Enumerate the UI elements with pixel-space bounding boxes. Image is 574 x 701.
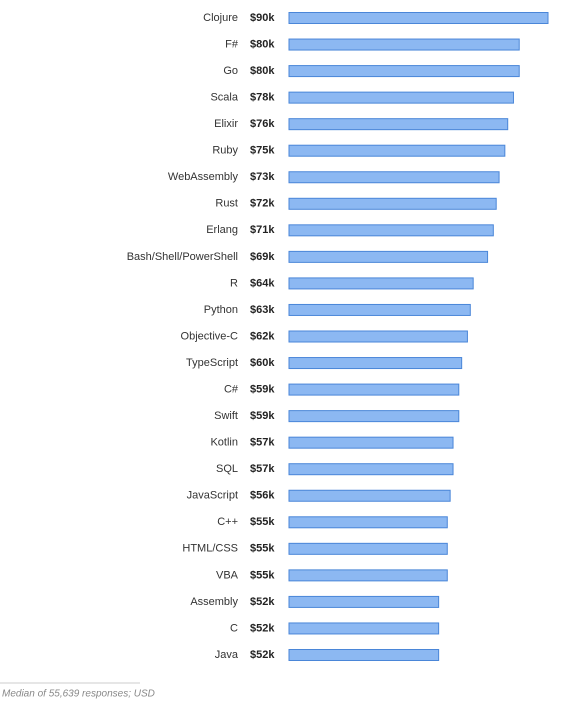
bar: [288, 330, 468, 343]
category-label: Objective-C: [181, 330, 239, 342]
category-label: WebAssembly: [168, 171, 239, 183]
category-label: C#: [224, 383, 239, 395]
value-label: $78k: [250, 92, 275, 104]
category-label: Scala: [210, 92, 238, 104]
category-label: Kotlin: [210, 437, 238, 449]
value-label: $71k: [250, 224, 275, 236]
value-label: $64k: [250, 277, 275, 289]
value-label: $80k: [250, 38, 275, 50]
category-label: C++: [217, 516, 238, 528]
value-label: $59k: [250, 383, 275, 395]
value-label: $52k: [250, 622, 275, 634]
category-label: Bash/Shell/PowerShell: [127, 251, 238, 263]
category-label: Ruby: [212, 145, 238, 157]
bar: [288, 357, 463, 370]
bar: [288, 516, 448, 529]
bar: [288, 649, 440, 661]
category-label: TypeScript: [186, 357, 238, 369]
bar: [288, 489, 451, 502]
value-label: $75k: [250, 145, 275, 157]
bar: [288, 436, 454, 449]
category-label: HTML/CSS: [182, 543, 238, 555]
category-label: R: [230, 277, 238, 289]
category-label: Swift: [214, 410, 238, 422]
bar: [288, 410, 460, 423]
value-label: $72k: [250, 198, 275, 210]
category-label: Java: [215, 649, 239, 661]
bar: [288, 595, 440, 608]
value-label: $90k: [250, 12, 275, 24]
bar: [288, 118, 509, 131]
value-label: $57k: [250, 437, 275, 449]
value-label: $59k: [250, 410, 275, 422]
bar: [288, 91, 514, 104]
value-label: $76k: [250, 118, 275, 130]
value-label: $57k: [250, 463, 275, 475]
value-label: $55k: [250, 569, 275, 581]
value-label: $52k: [250, 649, 275, 661]
category-label: F#: [225, 38, 239, 50]
category-label: C: [230, 622, 238, 634]
value-label: $60k: [250, 357, 275, 369]
bar: [288, 383, 460, 396]
bar: [288, 303, 471, 316]
category-label: Clojure: [203, 12, 238, 24]
category-label: Go: [223, 65, 238, 77]
footnote: Median of 55,639 responses; USD: [2, 689, 155, 700]
bar: [288, 144, 506, 157]
category-label: Rust: [215, 198, 238, 210]
value-label: $55k: [250, 516, 275, 528]
value-label: $55k: [250, 543, 275, 555]
category-label: Assembly: [190, 596, 238, 608]
category-label: Python: [204, 304, 238, 316]
value-label: $63k: [250, 304, 275, 316]
bar: [288, 569, 448, 582]
value-label: $62k: [250, 330, 275, 342]
value-label: $69k: [250, 251, 275, 263]
value-label: $80k: [250, 65, 275, 77]
value-label: $73k: [250, 171, 275, 183]
value-label: $52k: [250, 596, 275, 608]
bar: [288, 277, 474, 290]
category-label: Elixir: [214, 118, 238, 130]
bar: [288, 224, 494, 237]
category-label: Erlang: [206, 224, 238, 236]
bar: [288, 622, 440, 635]
bar: [288, 250, 489, 263]
bar: [288, 171, 500, 184]
value-label: $56k: [250, 490, 275, 502]
bar: [288, 197, 497, 210]
bar: [288, 542, 448, 555]
category-label: SQL: [216, 463, 238, 475]
bar: [288, 463, 454, 476]
category-label: JavaScript: [187, 490, 238, 502]
bar: [288, 65, 520, 78]
bar: [288, 38, 520, 51]
category-label: VBA: [216, 569, 239, 581]
bar: [288, 12, 549, 24]
